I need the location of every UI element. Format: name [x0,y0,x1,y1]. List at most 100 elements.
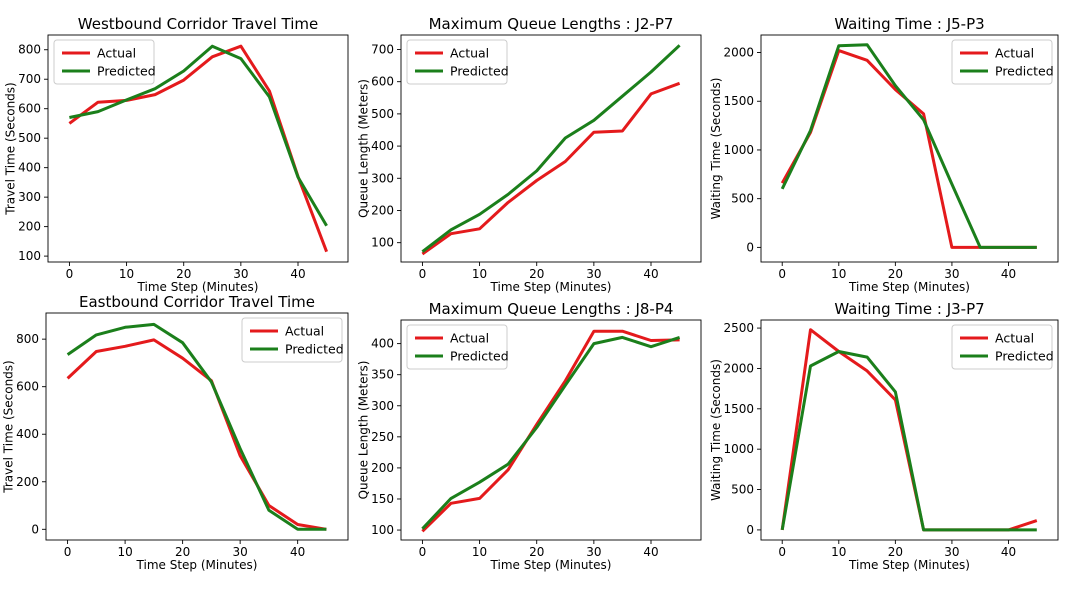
x-tick-label: 40 [1001,545,1016,559]
y-tick-label: 150 [371,492,394,506]
y-tick-label: 400 [16,427,39,441]
legend-label-predicted: Predicted [450,349,509,364]
legend-label-predicted: Predicted [995,349,1054,364]
legend-label-actual: Actual [285,324,324,339]
y-tick-label: 700 [371,42,394,56]
x-tick-label: 10 [117,545,132,559]
y-tick-label: 200 [371,203,394,217]
legend-label-actual: Actual [995,46,1034,61]
series-line-predicted [421,44,681,253]
y-tick-label: 0 [746,523,754,537]
y-tick-label: 2000 [723,361,754,375]
axes-frame [400,319,702,541]
x-tick-label: 40 [290,267,305,281]
y-axis-label: Queue Length (Meters) [356,79,370,218]
x-axis-label: Time Step (Minutes) [490,280,612,294]
y-axis-label: Travel Time (Seconds) [3,82,17,215]
chart-title: Maximum Queue Lengths : J8-P4 [429,300,674,318]
x-tick-label: 0 [64,545,72,559]
x-axis-label: Time Step (Minutes) [848,558,970,572]
x-tick-label: 30 [586,267,601,281]
x-tick-label: 30 [944,545,959,559]
x-tick-label: 10 [831,545,846,559]
x-tick-label: 40 [643,267,658,281]
axes-frame [760,34,1059,263]
y-axis-label: Queue Length (Meters) [356,361,370,500]
x-tick-label: 20 [529,267,544,281]
chart-panel-4: Eastbound Corridor Travel Time 0 10 20 30 400… [1,293,349,572]
x-tick-label: 20 [175,545,190,559]
legend-label-predicted: Predicted [450,64,509,79]
legend-label-actual: Actual [97,46,136,61]
legend-label-predicted: Predicted [97,64,156,79]
y-tick-label: 2500 [723,321,754,335]
x-tick-label: 20 [176,267,191,281]
x-tick-label: 0 [419,267,427,281]
x-tick-label: 20 [888,545,903,559]
chart-title: Waiting Time : J3-P7 [834,300,984,318]
series-line-actual [66,338,327,531]
y-tick-label: 300 [371,171,394,185]
axes-frame [45,312,349,541]
y-tick-label: 700 [18,72,41,86]
chart-panel-2: Maximum Queue Lengths : J2-P7 0 10 20 30 40 10… [356,15,702,294]
series-line-actual [421,329,680,533]
chart-title: Eastbound Corridor Travel Time [79,293,315,311]
legend: Actual Predicted [241,317,344,363]
chart-panel-6: Waiting Time : J3-P7 0 10 20 30 40 0 500 1000 150… [709,300,1059,572]
x-tick-label: 30 [233,267,248,281]
legend: Actual Predicted [53,39,156,85]
x-tick-label: 20 [888,267,903,281]
y-tick-label: 200 [371,461,394,475]
y-tick-label: 350 [371,368,394,382]
x-axis-label: Time Step (Minutes) [136,558,258,572]
chart-panel-3: Waiting Time : J5-P3 0 10 20 30 40 0 500 1000 150… [709,15,1059,294]
x-tick-label: 30 [233,545,248,559]
legend-label-predicted: Predicted [285,342,344,357]
legend-label-actual: Actual [995,331,1034,346]
legend-label-actual: Actual [450,46,489,61]
x-axis-label: Time Step (Minutes) [848,280,970,294]
legend-box [241,317,343,363]
legend: Actual Predicted [406,39,509,85]
x-tick-label: 10 [472,267,487,281]
y-tick-label: 0 [31,522,39,536]
x-tick-label: 30 [944,267,959,281]
x-tick-label: 10 [472,545,487,559]
legend: Actual Predicted [951,324,1054,370]
x-tick-label: 30 [586,545,601,559]
y-tick-label: 1000 [723,143,754,157]
y-tick-label: 400 [371,139,394,153]
y-tick-label: 250 [371,430,394,444]
legend-box [53,39,155,85]
legend-label-predicted: Predicted [995,64,1054,79]
axes-frame [760,319,1059,541]
legend: Actual Predicted [951,39,1054,85]
series-line-predicted [421,335,681,530]
axes-frame [47,34,349,263]
y-tick-label: 300 [371,399,394,413]
y-tick-label: 200 [18,220,41,234]
x-tick-label: 40 [1001,267,1016,281]
y-tick-label: 100 [371,236,394,250]
y-tick-label: 200 [16,475,39,489]
chart-title: Waiting Time : J5-P3 [834,15,984,33]
x-tick-label: 40 [643,545,658,559]
legend-box [951,39,1053,85]
y-tick-label: 1500 [723,402,754,416]
y-tick-label: 1000 [723,442,754,456]
y-tick-label: 400 [371,337,394,351]
y-axis-label: Travel Time (Seconds) [1,360,15,493]
x-axis-label: Time Step (Minutes) [137,280,259,294]
series-line-predicted [780,43,1037,249]
y-tick-label: 400 [18,161,41,175]
chart-title: Maximum Queue Lengths : J2-P7 [429,15,674,33]
series-line-predicted [66,322,327,531]
x-tick-label: 0 [778,267,786,281]
y-tick-label: 800 [16,332,39,346]
x-tick-label: 0 [419,545,427,559]
x-tick-label: 20 [529,545,544,559]
y-tick-label: 100 [18,249,41,263]
x-tick-label: 0 [778,545,786,559]
